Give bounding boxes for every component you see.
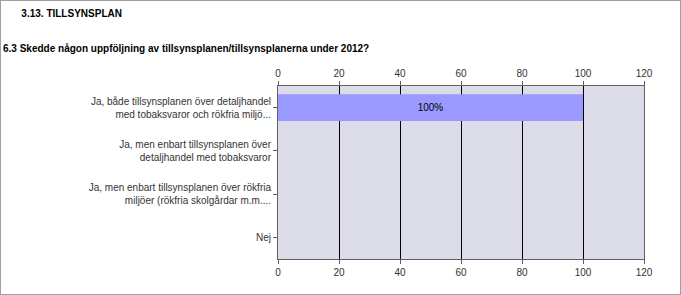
svg-text:60: 60	[455, 68, 467, 79]
svg-text:Ja, men enbart tillsynsplanen: Ja, men enbart tillsynsplanen överdetalj…	[119, 139, 271, 163]
svg-text:80: 80	[516, 267, 528, 278]
svg-text:100: 100	[575, 68, 592, 79]
svg-text:0: 0	[275, 68, 281, 79]
svg-text:0: 0	[275, 267, 281, 278]
svg-text:100%: 100%	[418, 102, 444, 113]
svg-text:20: 20	[333, 68, 345, 79]
svg-text:Ja, men enbart tillsynsplanen: Ja, men enbart tillsynsplanen över rökfr…	[89, 182, 272, 206]
svg-text:40: 40	[394, 68, 406, 79]
svg-text:40: 40	[394, 267, 406, 278]
svg-text:120: 120	[636, 267, 653, 278]
svg-text:6.3 Skedde någon uppföljning a: 6.3 Skedde någon uppföljning av tillsyns…	[3, 43, 369, 54]
svg-text:20: 20	[333, 267, 345, 278]
svg-text:80: 80	[516, 68, 528, 79]
svg-text:Ja, både tillsynsplanen över d: Ja, både tillsynsplanen över detaljhande…	[91, 96, 271, 120]
svg-text:60: 60	[455, 267, 467, 278]
svg-text:Nej: Nej	[256, 232, 271, 243]
svg-text:100: 100	[575, 267, 592, 278]
svg-text:120: 120	[636, 68, 653, 79]
svg-text:3.13. TILLSYNSPLAN: 3.13. TILLSYNSPLAN	[21, 8, 122, 19]
